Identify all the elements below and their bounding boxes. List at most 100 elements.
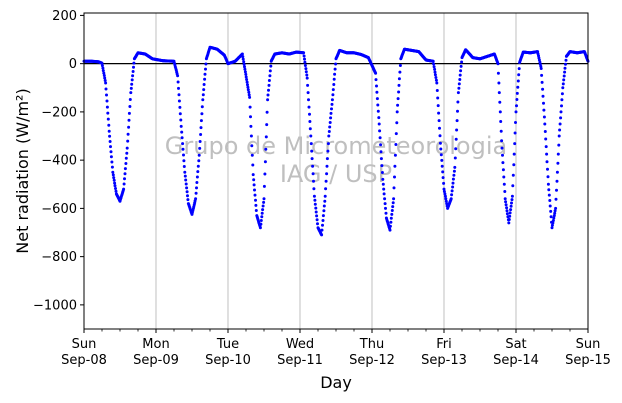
data-point (104, 87, 108, 91)
data-point (381, 182, 385, 186)
data-point (182, 165, 186, 168)
data-point (392, 197, 396, 201)
data-point (375, 90, 379, 94)
data-point (513, 142, 517, 146)
data-point (392, 186, 396, 190)
data-point (444, 199, 448, 203)
data-point (244, 72, 248, 76)
data-point (543, 122, 547, 126)
data-point (260, 215, 264, 219)
data-point (266, 98, 270, 102)
data-point (457, 82, 461, 86)
data-point (182, 153, 185, 157)
data-point (441, 176, 445, 180)
data-point (181, 147, 185, 151)
data-point (304, 70, 308, 74)
data-point (457, 86, 461, 90)
data-point (543, 130, 547, 133)
data-point (562, 74, 566, 78)
data-point (123, 172, 127, 176)
data-point (262, 200, 266, 204)
data-point (508, 214, 512, 218)
data-point (321, 223, 324, 227)
data-point (374, 78, 378, 82)
data-point (241, 57, 245, 61)
data-point (450, 189, 454, 193)
data-point (440, 164, 444, 168)
data-point (176, 74, 180, 78)
data-point (377, 116, 381, 120)
data-point (243, 65, 246, 69)
data-point (459, 64, 463, 68)
data-point (558, 128, 562, 132)
data-point (376, 109, 380, 113)
data-point (321, 214, 325, 218)
data-point (503, 190, 507, 193)
data-point (254, 198, 257, 202)
data-point (378, 136, 382, 140)
data-point (434, 78, 438, 82)
data-point (382, 192, 386, 196)
data-point (313, 202, 317, 206)
data-point (379, 143, 383, 147)
data-point (539, 67, 543, 70)
data-point (442, 190, 446, 193)
data-point (445, 202, 449, 206)
data-point (109, 155, 113, 159)
x-tick-date-label: Sep-09 (133, 353, 179, 368)
data-point (322, 204, 326, 208)
data-point (130, 78, 134, 82)
data-point (450, 193, 454, 197)
data-point (546, 175, 550, 179)
data-point (504, 203, 508, 207)
data-point (552, 216, 556, 220)
data-point (499, 120, 503, 123)
data-point (258, 226, 262, 230)
data-point (442, 187, 446, 191)
data-point (396, 103, 400, 107)
watermark-line-2: IAG / USP (280, 160, 392, 188)
data-point (322, 209, 326, 213)
data-point (432, 62, 436, 66)
x-tick-day-label: Wed (286, 337, 314, 352)
data-point (204, 67, 207, 71)
data-point (302, 54, 306, 58)
data-point (260, 211, 264, 215)
data-point (547, 188, 551, 192)
data-point (131, 74, 135, 78)
data-point (383, 197, 387, 201)
data-point (498, 100, 502, 104)
data-point (180, 136, 184, 140)
data-point (554, 206, 558, 210)
data-point (452, 169, 456, 173)
data-points (82, 45, 590, 237)
data-point (124, 162, 128, 165)
data-point (557, 143, 561, 147)
data-point (394, 143, 398, 146)
data-point (436, 96, 440, 100)
data-point (305, 73, 309, 77)
data-point (177, 99, 181, 103)
data-point (194, 191, 198, 195)
data-point (441, 170, 445, 174)
data-point (203, 72, 207, 76)
data-point (378, 129, 382, 133)
data-point (126, 132, 130, 136)
data-point (240, 52, 244, 56)
data-point (312, 194, 316, 198)
data-point (267, 88, 270, 92)
data-point (105, 93, 108, 97)
data-point (114, 189, 118, 193)
data-point (435, 89, 439, 92)
data-point (328, 121, 332, 124)
data-point (199, 119, 203, 123)
x-axis-label: Day (320, 373, 352, 392)
data-point (553, 211, 557, 215)
data-point (197, 153, 201, 157)
x-tick-date-label: Sep-15 (565, 353, 611, 368)
data-point (244, 75, 248, 79)
data-point (181, 142, 185, 146)
data-point (325, 164, 329, 168)
data-point (555, 170, 559, 174)
data-point (176, 80, 180, 84)
